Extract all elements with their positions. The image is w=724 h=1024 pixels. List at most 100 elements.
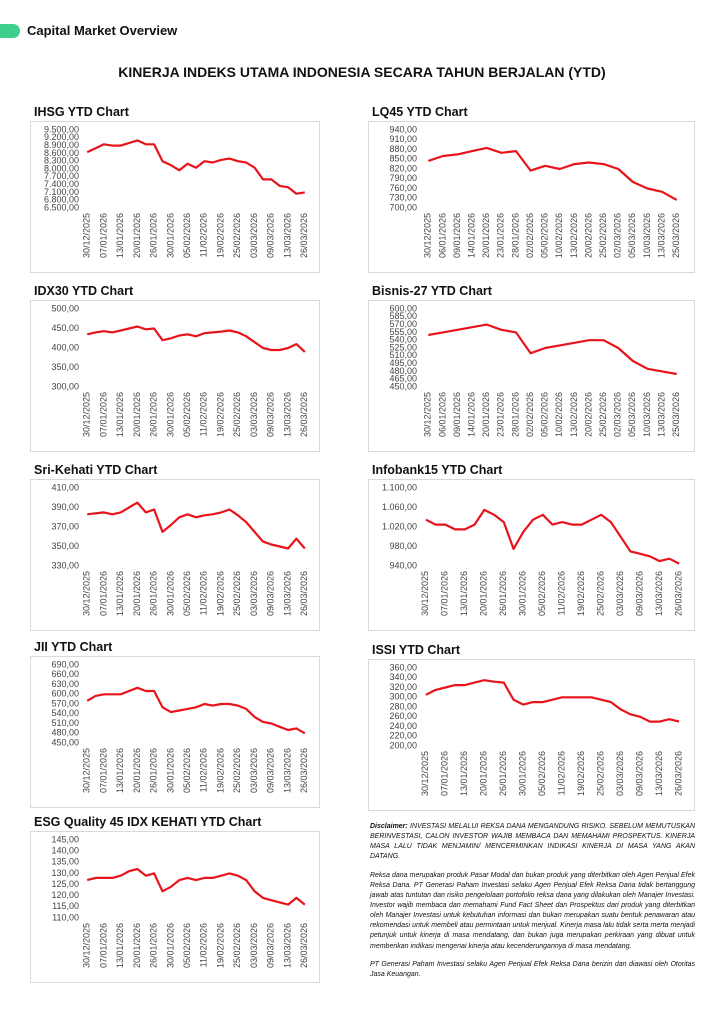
x-tick-label: 25/02/2026 <box>232 748 242 793</box>
x-tick-label: 28/01/2026 <box>510 213 520 258</box>
x-tick-label: 03/03/2026 <box>615 751 625 796</box>
x-tick-label: 05/02/2026 <box>182 392 192 437</box>
x-tick-label: 25/02/2026 <box>232 571 242 616</box>
y-tick-label: 600,00 <box>51 689 79 699</box>
x-tick-label: 20/01/2026 <box>479 751 489 796</box>
x-tick-label: 11/02/2026 <box>199 748 209 792</box>
x-tick-label: 20/02/2026 <box>583 213 593 258</box>
y-tick-label: 730,00 <box>389 193 417 203</box>
x-tick-label: 10/03/2026 <box>642 213 652 258</box>
y-tick-label: 940,00 <box>389 124 417 134</box>
x-tick-label: 20/01/2026 <box>132 923 142 968</box>
x-tick-label: 10/02/2026 <box>554 392 564 437</box>
index-line <box>425 508 680 565</box>
x-tick-label: 26/01/2026 <box>149 571 159 616</box>
chart: 700,00730,00760,00790,00820,00850,00880,… <box>368 121 695 273</box>
x-tick-label: 20/01/2026 <box>481 213 491 258</box>
x-tick-label: 05/02/2026 <box>537 571 547 616</box>
x-tick-label: 20/01/2026 <box>481 392 491 437</box>
x-tick-label: 19/02/2026 <box>215 748 225 793</box>
y-tick-label: 450,00 <box>51 737 79 747</box>
x-tick-label: 03/03/2026 <box>249 923 259 968</box>
y-tick-label: 8.900,00 <box>44 140 79 150</box>
x-tick-label: 03/03/2026 <box>249 213 259 258</box>
y-tick-label: 350,00 <box>51 362 79 372</box>
y-tick-label: 760,00 <box>389 183 417 193</box>
y-tick-label: 300,00 <box>389 692 417 702</box>
x-tick-label: 20/01/2026 <box>132 748 142 793</box>
y-tick-label: 540,00 <box>51 708 79 718</box>
x-tick-label: 11/02/2026 <box>199 571 209 615</box>
x-tick-label: 07/01/2026 <box>98 923 108 968</box>
x-tick-label: 13/03/2026 <box>282 213 292 258</box>
x-tick-label: 30/12/2025 <box>82 571 92 616</box>
x-tick-label: 09/03/2026 <box>266 748 276 793</box>
y-tick-label: 320,00 <box>389 682 417 692</box>
y-tick-label: 110,00 <box>52 912 79 922</box>
x-tick-label: 19/02/2026 <box>215 571 225 616</box>
chart-title: IDX30 YTD Chart <box>34 284 134 298</box>
x-tick-label: 11/02/2026 <box>199 392 209 436</box>
x-tick-label: 26/01/2026 <box>498 751 508 796</box>
x-tick-label: 07/01/2026 <box>440 571 450 616</box>
chart: 450,00465,00480,00495,00510,00525,00540,… <box>368 300 695 452</box>
x-tick-label: 20/01/2026 <box>132 213 142 258</box>
x-tick-label: 03/03/2026 <box>249 571 259 616</box>
x-tick-label: 13/02/2026 <box>569 392 579 437</box>
x-tick-label: 25/02/2026 <box>232 392 242 437</box>
x-tick-label: 13/03/2026 <box>282 923 292 968</box>
x-tick-label: 30/01/2026 <box>165 923 175 968</box>
x-tick-label: 26/03/2026 <box>299 923 309 968</box>
y-tick-label: 200,00 <box>389 740 417 750</box>
chart: 110,00115,00120,00125,00130,00135,00140,… <box>30 831 320 983</box>
x-tick-label: 30/12/2025 <box>420 751 430 796</box>
y-tick-label: 790,00 <box>389 173 417 183</box>
disclaimer-lead: Disclaimer: INVESTASI MELALUI REKSA DANA… <box>370 822 695 863</box>
x-tick-label: 03/03/2026 <box>249 392 259 437</box>
chart-title: LQ45 YTD Chart <box>372 105 468 119</box>
chart: 200,00220,00240,00260,00280,00300,00320,… <box>368 659 695 811</box>
x-tick-label: 26/03/2026 <box>299 213 309 258</box>
x-tick-label: 30/01/2026 <box>518 571 528 616</box>
y-tick-label: 525,00 <box>389 342 417 352</box>
y-tick-label: 450,00 <box>51 323 79 333</box>
x-tick-label: 26/01/2026 <box>149 923 159 968</box>
x-tick-label: 25/03/2026 <box>671 213 681 258</box>
x-tick-label: 26/03/2026 <box>299 392 309 437</box>
x-tick-label: 13/01/2026 <box>115 571 125 616</box>
x-tick-label: 25/02/2026 <box>598 213 608 258</box>
y-tick-label: 8.300,00 <box>44 156 79 166</box>
x-tick-label: 26/03/2026 <box>299 748 309 793</box>
x-tick-label: 05/03/2026 <box>627 392 637 437</box>
x-tick-label: 05/02/2026 <box>182 748 192 793</box>
x-tick-label: 28/01/2026 <box>510 392 520 437</box>
x-tick-label: 25/02/2026 <box>232 923 242 968</box>
x-tick-label: 25/02/2026 <box>596 571 606 616</box>
x-tick-label: 26/01/2026 <box>149 392 159 437</box>
x-tick-label: 25/02/2026 <box>596 751 606 796</box>
chart-title: Infobank15 YTD Chart <box>372 463 503 477</box>
x-tick-label: 30/01/2026 <box>165 213 175 258</box>
x-tick-label: 11/02/2026 <box>199 213 209 257</box>
x-tick-label: 14/01/2026 <box>467 213 477 258</box>
x-tick-label: 19/02/2026 <box>215 923 225 968</box>
y-tick-label: 880,00 <box>389 144 417 154</box>
x-tick-label: 20/01/2026 <box>132 571 142 616</box>
x-tick-label: 13/01/2026 <box>115 748 125 793</box>
header-pill <box>0 24 20 38</box>
chart-title: Sri-Kehati YTD Chart <box>34 463 158 477</box>
y-tick-label: 465,00 <box>389 374 417 384</box>
x-tick-label: 13/03/2026 <box>656 213 666 258</box>
y-tick-label: 8.600,00 <box>44 148 79 158</box>
y-tick-label: 510,00 <box>51 718 79 728</box>
y-tick-label: 220,00 <box>389 731 417 741</box>
y-tick-label: 140,00 <box>51 846 79 856</box>
y-tick-label: 980,00 <box>389 541 417 551</box>
y-tick-label: 125,00 <box>51 879 79 889</box>
x-tick-label: 30/12/2025 <box>82 213 92 258</box>
x-tick-label: 13/03/2026 <box>282 571 292 616</box>
y-tick-label: 300,00 <box>51 381 79 391</box>
y-tick-label: 540,00 <box>389 335 417 345</box>
x-tick-label: 26/03/2026 <box>674 571 684 616</box>
